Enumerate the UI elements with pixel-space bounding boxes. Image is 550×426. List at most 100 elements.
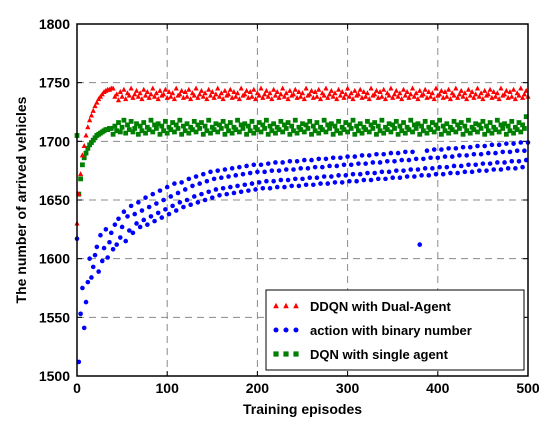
circle-point xyxy=(237,164,242,170)
circle-point xyxy=(520,164,525,170)
square-point xyxy=(442,128,448,134)
square-point xyxy=(273,130,278,136)
circle-point xyxy=(260,185,266,191)
square-point xyxy=(516,120,522,125)
square-point xyxy=(377,128,383,134)
square-point xyxy=(298,127,304,132)
square-point xyxy=(153,126,159,131)
square-point xyxy=(399,128,405,134)
triangle-point xyxy=(492,93,499,99)
triangle-point xyxy=(249,93,255,99)
square-point xyxy=(83,150,89,156)
triangle-point xyxy=(285,96,291,102)
legend-marker-triangle xyxy=(293,302,299,309)
square-point xyxy=(428,127,433,132)
square-point xyxy=(249,118,255,124)
circle-point xyxy=(469,169,475,175)
triangle-point xyxy=(117,89,123,95)
circle-point xyxy=(114,242,119,247)
square-point xyxy=(238,122,244,128)
circle-point xyxy=(421,156,426,162)
triangle-point xyxy=(465,86,472,92)
circle-point xyxy=(211,176,217,182)
circle-point xyxy=(430,166,435,171)
triangle-point xyxy=(437,91,443,97)
triangle-point xyxy=(491,89,497,95)
triangle-point xyxy=(368,85,374,91)
triangle-point xyxy=(341,94,347,100)
circle-point xyxy=(103,227,109,232)
triangle-point xyxy=(267,90,273,96)
triangle-point xyxy=(498,85,504,91)
square-point xyxy=(422,118,428,124)
triangle-point xyxy=(390,94,396,100)
square-point xyxy=(215,129,221,135)
circle-point xyxy=(466,162,471,168)
square-point xyxy=(217,122,222,128)
circle-point xyxy=(511,141,516,146)
triangle-point xyxy=(404,89,410,95)
square-point xyxy=(226,128,231,134)
legend-marker-circle xyxy=(273,327,279,333)
square-point xyxy=(357,121,363,127)
square-point xyxy=(507,128,513,134)
triangle-point xyxy=(395,93,401,99)
circle-point xyxy=(502,160,507,165)
triangle-point xyxy=(171,96,178,102)
square-point xyxy=(500,126,506,131)
circle-point xyxy=(320,164,325,170)
circle-point xyxy=(197,181,202,186)
triangle-point xyxy=(487,86,493,92)
triangle-point xyxy=(391,91,398,97)
square-point xyxy=(478,126,484,131)
circle-point xyxy=(139,208,145,213)
circle-point xyxy=(401,168,406,173)
square-point xyxy=(141,120,147,125)
series-triangle xyxy=(74,85,531,226)
circle-point xyxy=(491,167,497,172)
x-tick-label: 100 xyxy=(156,380,180,396)
square-point xyxy=(285,120,291,125)
square-point xyxy=(354,123,360,129)
square-point xyxy=(366,129,372,135)
triangle-point xyxy=(218,90,224,96)
triangle-point xyxy=(381,86,387,92)
square-point xyxy=(431,129,437,135)
square-point xyxy=(381,130,387,136)
square-point xyxy=(119,124,125,130)
triangle-point xyxy=(361,89,367,95)
triangle-point xyxy=(88,112,95,118)
circle-point xyxy=(415,167,421,172)
circle-point xyxy=(457,153,462,158)
square-point xyxy=(356,128,361,134)
circle-point xyxy=(446,146,451,151)
triangle-point xyxy=(377,89,383,95)
circle-point xyxy=(509,158,515,164)
triangle-point xyxy=(458,87,464,93)
circle-point xyxy=(195,200,201,205)
triangle-point xyxy=(400,86,407,92)
circle-point xyxy=(191,194,197,199)
triangle-point xyxy=(142,92,149,98)
triangle-point xyxy=(247,89,253,95)
circle-point xyxy=(240,171,246,177)
circle-point xyxy=(417,242,423,247)
triangle-point xyxy=(251,86,257,92)
circle-point xyxy=(467,144,473,150)
circle-point xyxy=(504,141,509,146)
square-point xyxy=(502,121,507,127)
circle-point xyxy=(329,174,334,179)
square-point xyxy=(300,121,305,127)
circle-point xyxy=(386,169,392,175)
triangle-point xyxy=(238,85,244,91)
triangle-point xyxy=(170,90,176,96)
triangle-point xyxy=(292,86,298,92)
legend-marker-triangle xyxy=(273,302,279,309)
triangle-point xyxy=(485,91,491,97)
square-point xyxy=(213,121,219,127)
circle-point xyxy=(173,208,179,213)
circle-point xyxy=(163,207,168,212)
circle-point xyxy=(137,224,143,230)
circle-point xyxy=(473,162,478,168)
